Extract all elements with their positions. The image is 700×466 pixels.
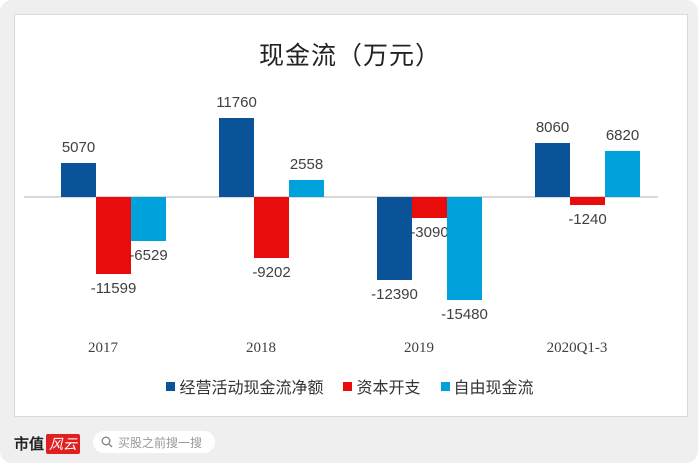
legend-label: 自由现金流 [453,378,534,397]
value-label: -12390 [371,285,418,303]
bar [254,197,289,259]
value-label: -3090 [410,223,449,241]
zero-axis [24,196,658,198]
search-icon [101,436,113,448]
bar [61,163,96,197]
legend-item: 经营活动现金流净额 [166,374,323,398]
bar [412,197,447,218]
brand-badge: 风云 [46,433,81,454]
brand-text: 市值 [14,435,45,453]
legend: 经营活动现金流净额 资本开支 自由现金流 [0,374,700,398]
value-label: 6820 [605,127,640,145]
bar [447,197,482,301]
category-label: 2019 [404,340,434,356]
category-label: 2018 [246,340,276,356]
value-label: -11599 [90,280,137,298]
bar [219,118,254,197]
value-label: -9202 [252,264,291,282]
value-label: -1240 [568,211,607,229]
bar [605,151,640,197]
value-label: -6529 [129,246,168,264]
value-label: 11760 [216,94,257,112]
search-box[interactable]: 买股之前搜一搜 [93,431,215,453]
bar [96,197,131,275]
value-label: 8060 [535,119,570,137]
chart-title: 现金流（万元） [258,41,441,70]
legend-item: 自由现金流 [440,374,534,398]
bar [570,197,605,206]
bar [131,197,166,241]
bar [535,143,570,197]
legend-label: 资本开支 [356,378,421,397]
legend-swatch [343,381,353,391]
legend-swatch [440,381,450,391]
value-label: 5070 [61,139,96,157]
search-placeholder: 买股之前搜一搜 [118,435,203,450]
value-label: 2558 [289,155,324,173]
bar [289,179,324,197]
bar [377,197,412,280]
category-label: 2017 [88,340,118,356]
legend-swatch [166,381,176,391]
value-label: -15480 [441,306,488,324]
brand-logo: 市值 风云 [14,433,81,454]
legend-label: 经营活动现金流净额 [179,378,324,397]
category-label: 2020Q1-3 [546,340,608,356]
legend-item: 资本开支 [343,374,421,398]
